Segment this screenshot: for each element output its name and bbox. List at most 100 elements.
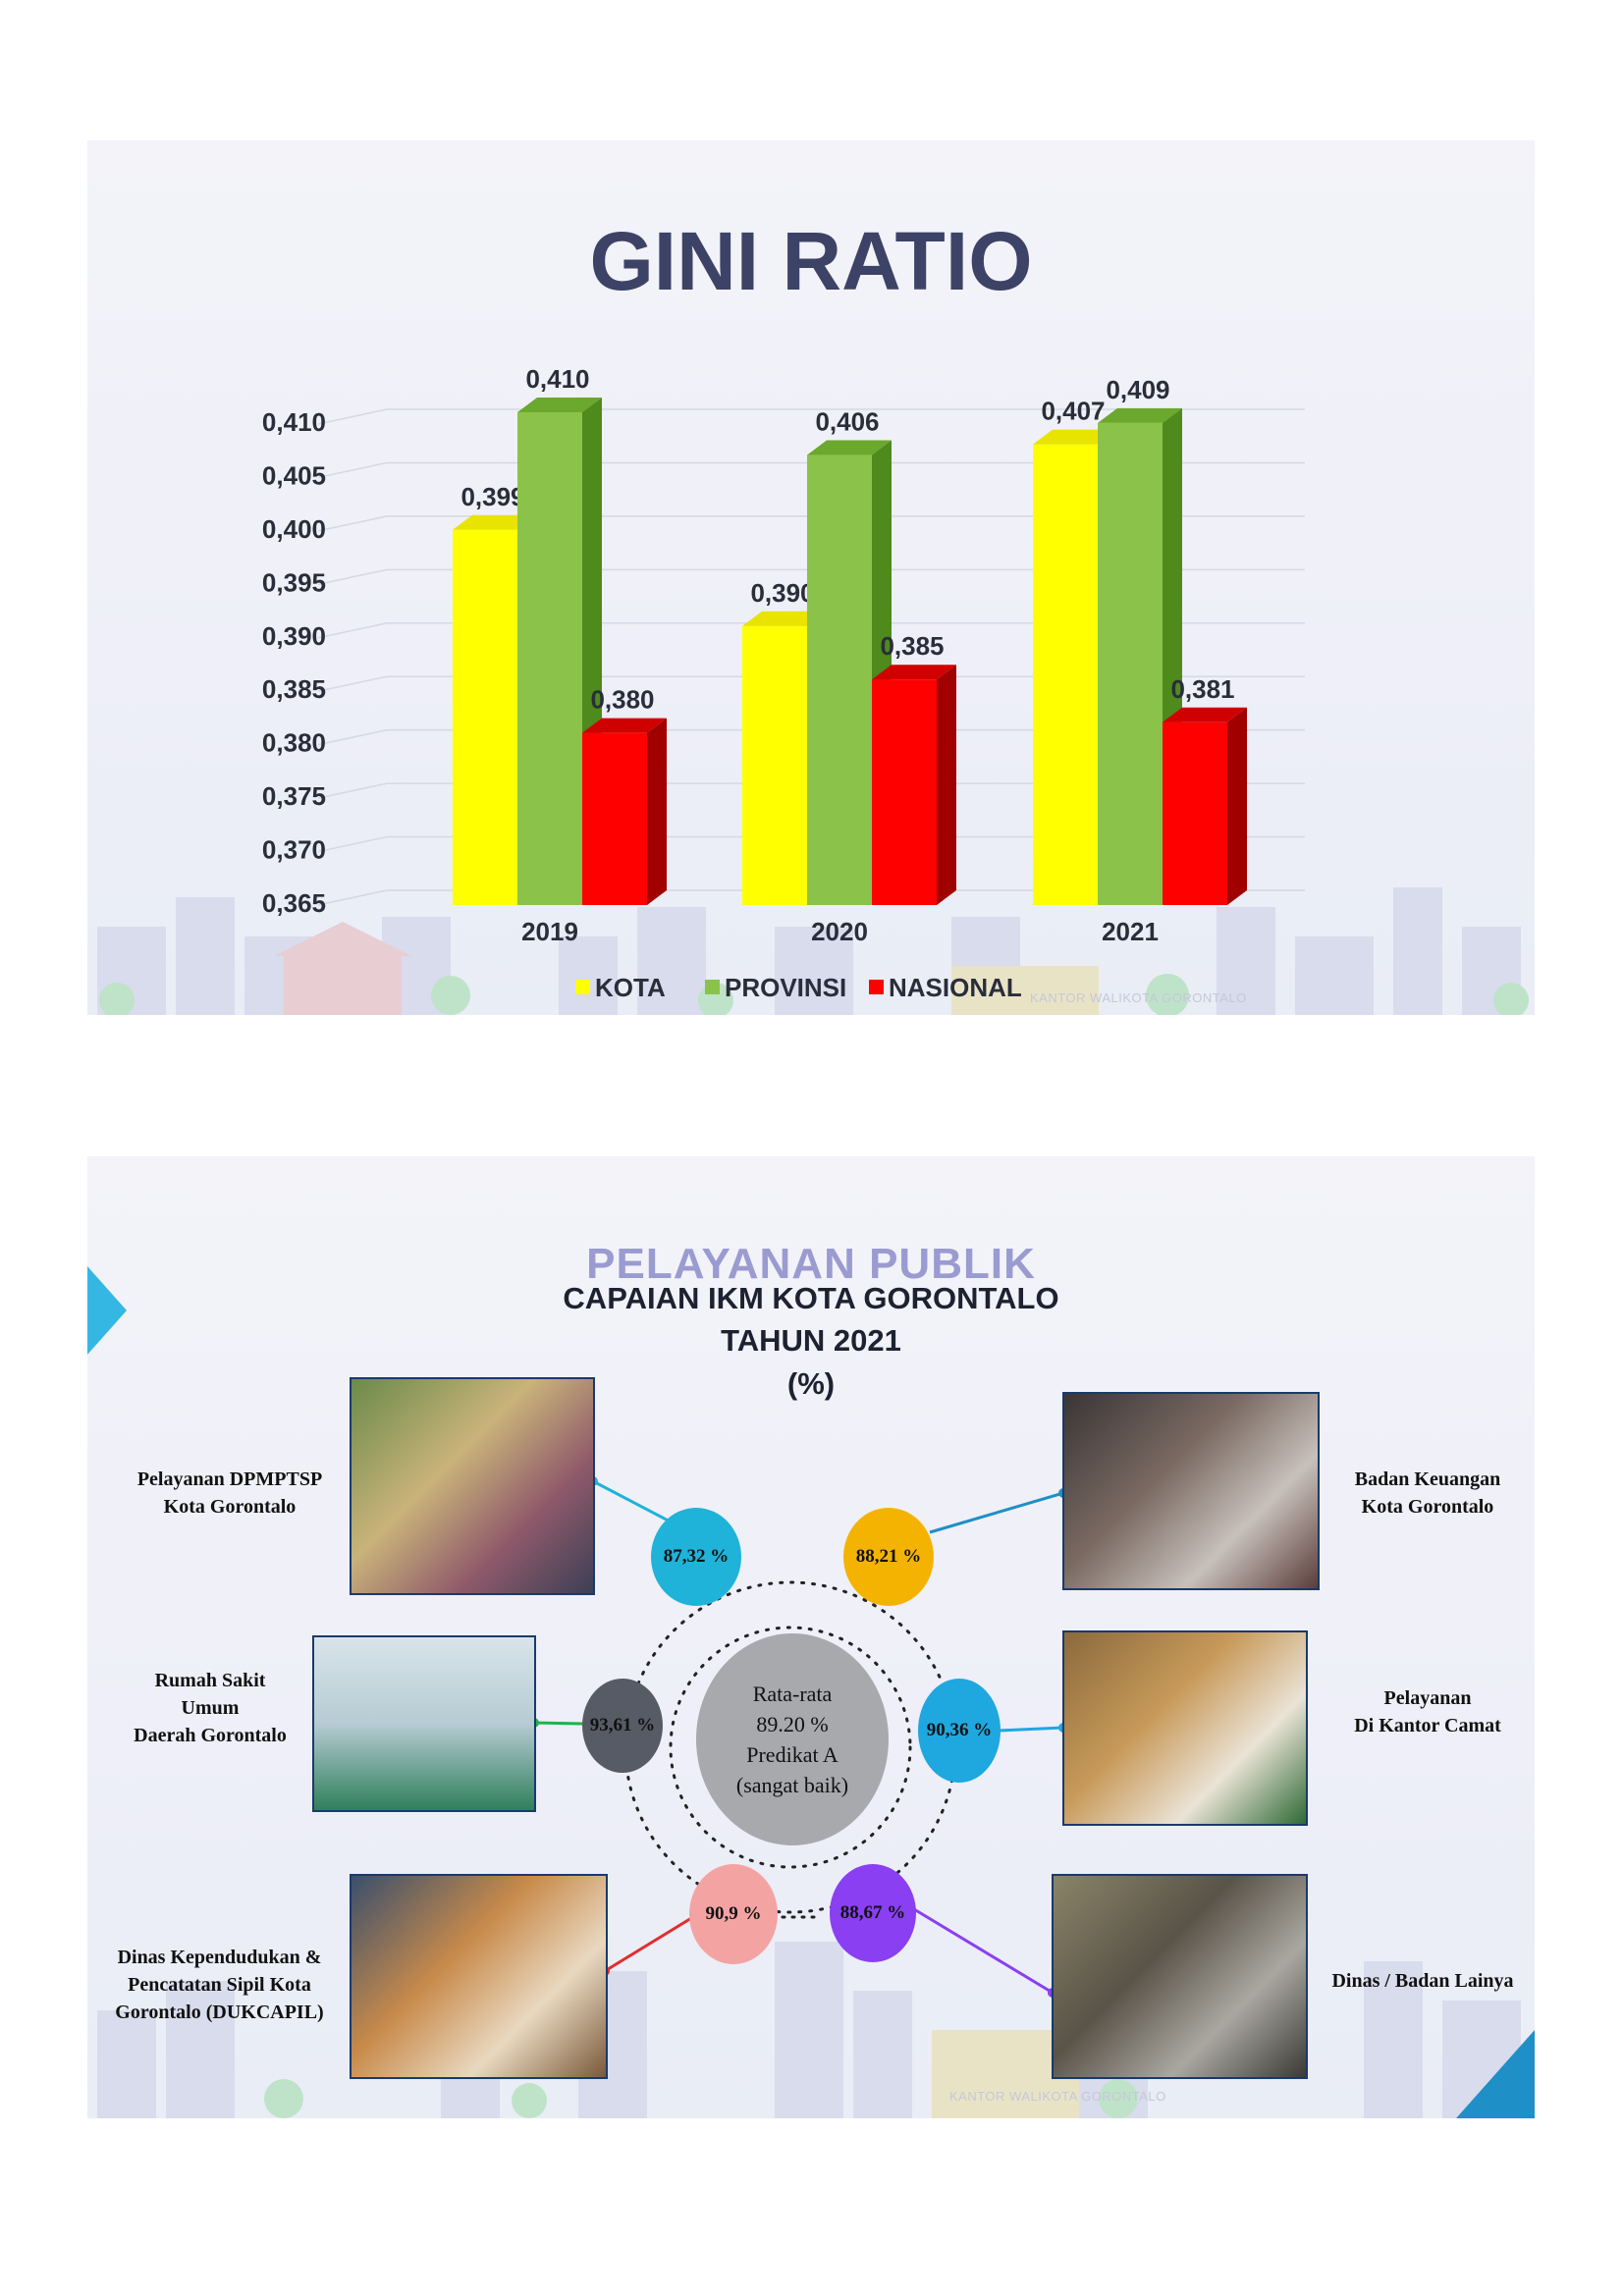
data-label: 0,406 [815, 407, 879, 437]
unit-label-line: Kota Gorontalo [1361, 1496, 1494, 1518]
slide-heading: PELAYANAN PUBLIK [586, 1240, 1036, 1288]
city-skyline-illustration [97, 1942, 1521, 2118]
value-circle-dinas-lainya: 88,67 % [830, 1864, 916, 1962]
city-skyline-illustration [97, 887, 1529, 1015]
unit-label-kantor-camat: Pelayanan Di Kantor Camat [1329, 1684, 1526, 1739]
watermark-text: KANTOR WALIKOTA GORONTALO [1030, 990, 1247, 1005]
data-label: 0,390 [750, 578, 814, 608]
unit-label-line: Di Kantor Camat [1354, 1715, 1501, 1736]
public-service-slide: PELAYANAN PUBLIK CAPAIAN IKM KOTA GORONT… [87, 1156, 1535, 2118]
slide-title-line1: CAPAIAN IKM KOTA GORONTALO [563, 1281, 1059, 1315]
unit-label-rumah-sakit: Rumah Sakit Umum Daerah Gorontalo [117, 1667, 303, 1749]
bar-top-face [807, 440, 892, 455]
gini-ratio-chart: GINI RATIO 0,365 0,370 0,375 0,380 0,385 0,390… [262, 215, 1305, 1002]
unit-label-line: Dinas Kependudukan & [117, 1947, 322, 1968]
gridline-depth [317, 408, 388, 425]
bar-side-face [1227, 707, 1247, 905]
value-circle-rumah-sakit: 93,61 % [582, 1679, 663, 1773]
photo-dinas-badan-lainya [1052, 1874, 1308, 2079]
corner-triangle-decoration [87, 1266, 127, 1355]
average-predicate: Predikat A [746, 1742, 839, 1767]
y-tick-label: 0,400 [262, 514, 326, 544]
legend-label-provinsi: PROVINSI [725, 973, 846, 1002]
gridline-depth [317, 835, 388, 853]
gridline-depth [317, 568, 388, 586]
photo-dpmptsp-office [350, 1377, 595, 1595]
y-tick-label: 0,365 [262, 888, 326, 918]
gini-ratio-slide: KANTOR WALIKOTA GORONTALO GINI RATIO 0,36… [87, 140, 1535, 1015]
unit-label-line: Dinas / Badan Lainya [1331, 1970, 1514, 1992]
unit-label-dpmptsp: Pelayanan DPMPTSP Kota Gorontalo [127, 1466, 333, 1521]
value-circle-dukcapil: 90,9 % [689, 1864, 778, 1964]
slide-title-line2: TAHUN 2021 [721, 1323, 901, 1358]
bar-kota [742, 625, 807, 905]
average-circle: Rata-rata 89.20 % Predikat A (sangat bai… [696, 1633, 889, 1845]
corner-triangle-decoration [1456, 2030, 1535, 2118]
legend-label-kota: KOTA [595, 973, 666, 1002]
unit-label-line: Badan Keuangan [1354, 1468, 1501, 1490]
y-tick-label: 0,405 [262, 460, 326, 490]
data-label: 0,385 [880, 631, 944, 661]
bar-top-face [1033, 429, 1117, 445]
chart-title: GINI RATIO [589, 215, 1032, 307]
unit-label-line: Daerah Gorontalo [134, 1725, 287, 1746]
unit-label-badan-keuangan: Badan Keuangan Kota Gorontalo [1325, 1466, 1531, 1521]
bar-side-face [937, 665, 956, 905]
legend-swatch-provinsi [705, 980, 720, 994]
bar-nasional [582, 732, 647, 905]
value-circle-dpmptsp: 87,32 % [651, 1508, 741, 1606]
gridline-depth [317, 782, 388, 799]
data-label: 0,407 [1041, 397, 1105, 426]
average-predicate-note: (sangat baik) [735, 1773, 849, 1797]
data-label: 0,410 [525, 364, 589, 394]
y-tick-label: 0,410 [262, 407, 326, 437]
y-tick-label: 0,375 [262, 781, 326, 811]
bar-top-face [453, 514, 537, 530]
data-label: 0,399 [460, 482, 524, 511]
unit-label-line: Umum [181, 1697, 240, 1719]
legend-swatch-kota [575, 980, 590, 994]
unit-label-line: Gorontalo (DUKCAPIL) [115, 2002, 324, 2023]
bar-top-face [872, 665, 956, 680]
x-tick-label: 2020 [811, 917, 868, 946]
photo-dukcapil-counter [350, 1874, 608, 2079]
unit-label-dukcapil: Dinas Kependudukan & Pencatatan Sipil Ko… [109, 1944, 330, 2026]
y-tick-label: 0,385 [262, 674, 326, 704]
gridline-depth [317, 461, 388, 479]
bar-provinsi [517, 412, 582, 905]
unit-label-dinas-lainya: Dinas / Badan Lainya [1320, 1967, 1526, 1995]
watermark-text: KANTOR WALIKOTA GORONTALO [949, 2089, 1166, 2104]
value-circle-kantor-camat: 90,36 % [918, 1679, 1001, 1783]
gridline-depth [317, 728, 388, 746]
gridline-depth [317, 889, 388, 906]
legend-label-nasional: NASIONAL [889, 973, 1022, 1002]
y-tick-label: 0,380 [262, 728, 326, 758]
data-label: 0,380 [590, 685, 654, 715]
bar-provinsi [807, 454, 872, 905]
unit-label-line: Pelayanan [1383, 1687, 1472, 1709]
bar-top-face [1163, 707, 1247, 722]
photo-badan-keuangan-office [1062, 1392, 1320, 1590]
y-tick-label: 0,395 [262, 567, 326, 597]
data-label: 0,381 [1170, 674, 1234, 704]
x-tick-label: 2021 [1102, 917, 1159, 946]
bar-top-face [1098, 407, 1182, 423]
bar-nasional [1163, 721, 1227, 905]
y-tick-label: 0,390 [262, 621, 326, 651]
bar-kota [453, 529, 517, 905]
legend-swatch-nasional [869, 980, 884, 994]
bar-kota [1033, 444, 1098, 905]
bar-top-face [517, 398, 602, 412]
value-circle-badan-keuangan: 88,21 % [843, 1508, 934, 1606]
data-label: 0,409 [1106, 375, 1169, 404]
bar-provinsi [1098, 422, 1163, 905]
bar-nasional [872, 679, 937, 905]
slide-title-line3: (%) [786, 1366, 836, 1401]
bar-side-face [647, 718, 667, 905]
average-value: 89.20 % [756, 1712, 829, 1736]
unit-label-line: Pelayanan DPMPTSP [136, 1468, 323, 1490]
bar-top-face [742, 611, 827, 626]
average-label: Rata-rata [752, 1682, 833, 1706]
gridline-depth [317, 515, 388, 532]
bar-top-face [582, 718, 667, 733]
